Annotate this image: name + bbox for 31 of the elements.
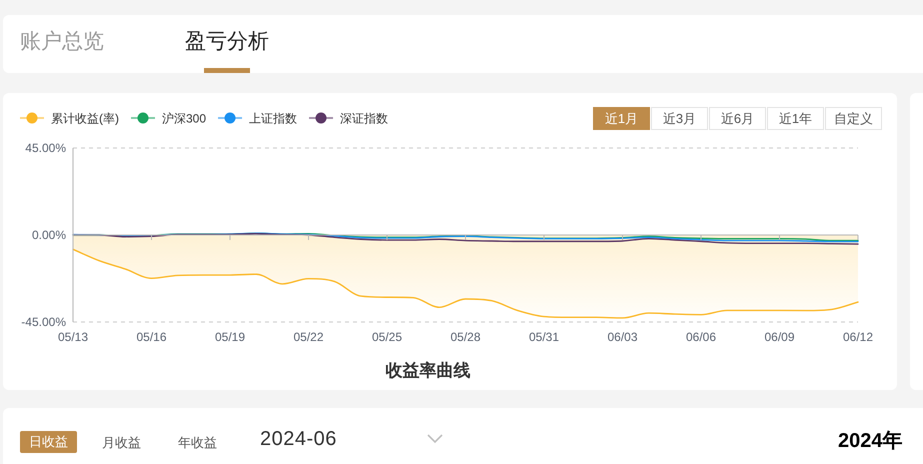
x-tick-label: 06/09 [764, 330, 795, 344]
x-tick-label: 05/25 [372, 330, 402, 344]
date-label: 2024-06 [260, 429, 337, 449]
tab-label: 账户总览 [20, 31, 104, 52]
legend-label: 累计收益(率) [51, 112, 119, 126]
button: 自定义 [825, 107, 882, 130]
button: 日收益 [20, 431, 77, 453]
tab-label: 盈亏分析 [185, 31, 269, 52]
x-tick-label: 05/28 [450, 330, 481, 344]
y-tick-label: 0.00% [32, 228, 66, 242]
button: 近3月 [651, 107, 708, 130]
button: 近6月 [709, 107, 766, 130]
y-tick-label: 45.00% [25, 141, 66, 155]
legend-label: 深证指数 [340, 112, 388, 126]
x-tick-label: 05/19 [214, 330, 246, 344]
tab-label: 月收益 [102, 436, 141, 449]
x-tick-label: 06/03 [607, 330, 638, 344]
x-tick-label: 05/22 [293, 330, 324, 344]
y-tick-label: -45.00% [21, 315, 66, 329]
button: 近1月 [593, 107, 650, 130]
x-tick-label: 06/12 [842, 330, 874, 344]
legend-label: 上证指数 [249, 112, 298, 126]
text: 收益率曲线 [386, 361, 470, 380]
x-tick-label: 05/13 [58, 330, 88, 344]
label: 2024年 [838, 431, 902, 451]
legend-label: 沪深300 [162, 112, 206, 126]
tab-label: 年收益 [178, 436, 217, 449]
button: 近1年 [767, 107, 824, 130]
x-tick-label: 05/31 [528, 330, 560, 344]
x-tick-label: 05/16 [136, 330, 167, 344]
x-tick-label: 06/06 [686, 330, 716, 344]
